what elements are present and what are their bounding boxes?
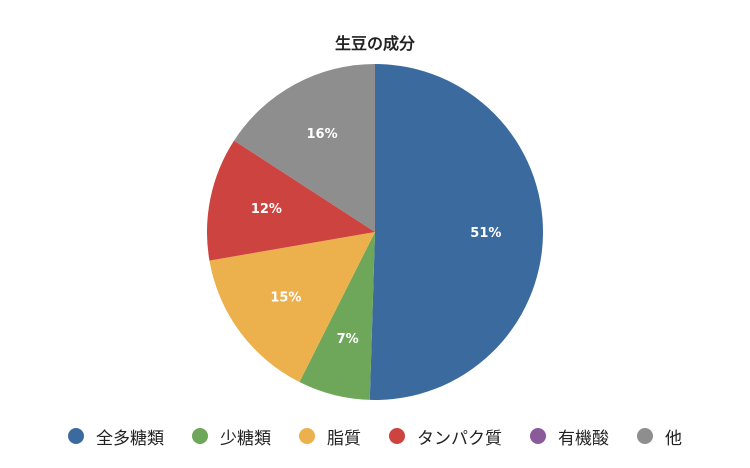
legend-item[interactable]: 脂質: [299, 424, 361, 449]
legend-label: 全多糖類: [96, 428, 164, 449]
legend-label: タンパク質: [417, 428, 502, 449]
slice-data-label: 7%: [337, 332, 359, 347]
pie-slice: [234, 64, 375, 232]
legend-label: 有機酸: [558, 428, 609, 449]
chart-title: 生豆の成分: [334, 34, 415, 53]
slice-data-label: 51%: [470, 226, 501, 241]
legend-item[interactable]: タンパク質: [389, 424, 502, 449]
pie-slice: [209, 232, 375, 383]
legend-item[interactable]: 他: [637, 424, 682, 449]
legend-swatch: [299, 428, 315, 444]
legend-label: 少糖類: [220, 428, 271, 449]
legend-swatch: [637, 428, 653, 444]
legend-item[interactable]: 少糖類: [192, 424, 271, 449]
legend: 全多糖類 少糖類 脂質 タンパク質 有機酸 他: [0, 424, 750, 449]
legend-swatch: [192, 428, 208, 444]
slice-data-label: 12%: [251, 202, 282, 217]
pie-slice: [207, 140, 375, 261]
legend-label: 他: [665, 428, 682, 449]
pie-slice: [369, 64, 543, 400]
slice-data-label: 16%: [307, 127, 338, 142]
legend-label: 脂質: [327, 428, 361, 449]
pie-chart: 51% 7% 15% 12% 16%: [207, 64, 543, 400]
slice-data-label: 15%: [270, 291, 301, 306]
legend-swatch: [389, 428, 405, 444]
legend-swatch: [530, 428, 546, 444]
pie-slice: [299, 232, 375, 400]
legend-item[interactable]: 有機酸: [530, 424, 609, 449]
legend-swatch: [68, 428, 84, 444]
legend-item[interactable]: 全多糖類: [68, 424, 164, 449]
